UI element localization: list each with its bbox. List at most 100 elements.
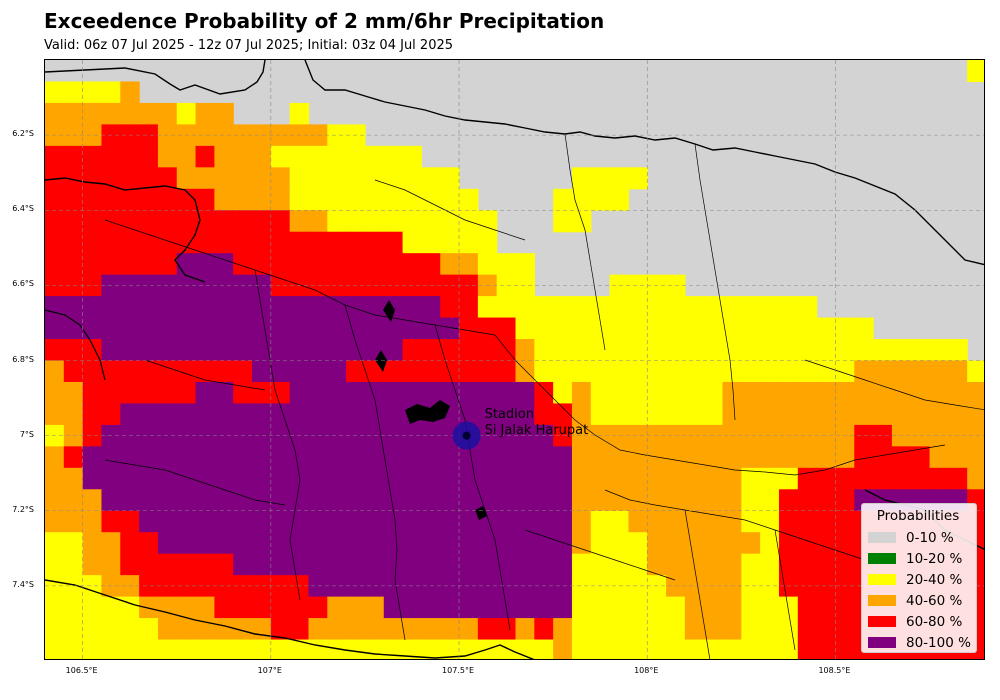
probability-cell: [402, 510, 422, 533]
probability-cell: [101, 253, 121, 276]
probability-cell: [459, 532, 479, 555]
probability-cell: [459, 446, 479, 469]
probability-cell: [459, 317, 479, 340]
probability-cell: [703, 403, 724, 426]
probability-cell: [346, 596, 366, 619]
probability-cell: [703, 618, 724, 641]
probability-cell: [82, 274, 103, 297]
probability-cell: [835, 532, 855, 555]
probability-cell: [515, 446, 535, 469]
probability-cell: [270, 575, 291, 598]
probability-cell: [139, 467, 159, 490]
probability-cell: [270, 381, 291, 405]
probability-cell: [835, 381, 855, 405]
probability-cell: [82, 188, 103, 211]
probability-cell: [157, 403, 178, 426]
probability-cell: [553, 532, 573, 555]
probability-cell: [459, 231, 479, 254]
probability-cell: [176, 296, 197, 319]
probability-cell: [590, 596, 611, 619]
probability-cell: [421, 360, 441, 383]
probability-cell: [195, 575, 215, 598]
probability-cell: [252, 253, 272, 276]
probability-cell: [609, 317, 630, 340]
probability-cell: [684, 424, 705, 447]
latitude-tick-label: 6.8°S: [12, 354, 34, 364]
probability-cell: [233, 296, 253, 319]
probability-cell: [421, 167, 441, 190]
probability-cell: [835, 467, 855, 490]
probability-cell: [383, 424, 404, 447]
probability-cell: [816, 467, 837, 490]
probability-cell: [760, 360, 780, 383]
probability-cell: [101, 639, 121, 659]
probability-cell: [477, 253, 498, 276]
probability-cell: [120, 145, 140, 168]
probability-cell: [854, 360, 874, 383]
probability-cell: [383, 446, 404, 469]
probability-cell: [666, 467, 686, 490]
probability-cell: [515, 596, 535, 619]
probability-cell: [534, 489, 554, 512]
probability-cell: [157, 102, 178, 125]
probability-cell: [948, 467, 968, 490]
probability-cell: [327, 339, 347, 362]
probability-cell: [666, 446, 686, 469]
probability-cell: [139, 145, 159, 168]
latitude-tick-label: 7°S: [19, 429, 34, 439]
probability-cell: [364, 596, 385, 619]
probability-cell: [666, 360, 686, 383]
probability-cell: [684, 639, 705, 659]
probability-cell: [440, 296, 460, 319]
probability-cell: [233, 253, 253, 276]
probability-cell: [534, 317, 554, 340]
probability-cell: [233, 446, 253, 469]
probability-cell: [778, 639, 799, 659]
probability-cell: [346, 145, 366, 168]
probability-cell: [252, 274, 272, 297]
probability-cell: [421, 618, 441, 641]
probability-cell: [82, 360, 103, 383]
probability-cell: [252, 231, 272, 254]
probability-cell: [346, 489, 366, 512]
probability-cell: [760, 596, 780, 619]
probability-cell: [854, 339, 874, 362]
probability-cell: [252, 145, 272, 168]
probability-cell: [214, 618, 234, 641]
probability-cell: [233, 553, 253, 576]
probability-cell: [120, 167, 140, 190]
probability-cell: [929, 403, 949, 426]
probability-cell: [402, 639, 422, 659]
probability-cell: [63, 253, 84, 276]
probability-cell: [364, 317, 385, 340]
probability-cell: [327, 253, 347, 276]
probability-cell: [327, 274, 347, 297]
probability-cell: [270, 489, 291, 512]
probability-cell: [252, 467, 272, 490]
probability-cell: [515, 618, 535, 641]
probability-cell: [346, 618, 366, 641]
probability-cell: [477, 360, 498, 383]
station-label-line1: Stadion: [484, 406, 534, 422]
legend-swatch-60-80: [868, 616, 896, 627]
probability-cell: [496, 575, 517, 598]
probability-cell: [816, 532, 837, 555]
probability-cell: [496, 296, 517, 319]
probability-cell: [402, 253, 422, 276]
probability-cell: [101, 403, 121, 426]
probability-cell: [760, 618, 780, 641]
probability-cell: [364, 532, 385, 555]
probability-cell: [364, 639, 385, 659]
probability-cell: [120, 618, 140, 641]
probability-cell: [609, 360, 630, 383]
probability-cell: [82, 381, 103, 405]
probability-cell: [63, 210, 84, 233]
probability-cell: [63, 489, 84, 512]
probability-cell: [477, 467, 498, 490]
probability-cell: [760, 467, 780, 490]
probability-cell: [590, 446, 611, 469]
probability-cell: [270, 296, 291, 319]
probability-cell: [402, 489, 422, 512]
legend-label: 60-80 %: [906, 613, 963, 630]
probability-cell: [214, 467, 234, 490]
